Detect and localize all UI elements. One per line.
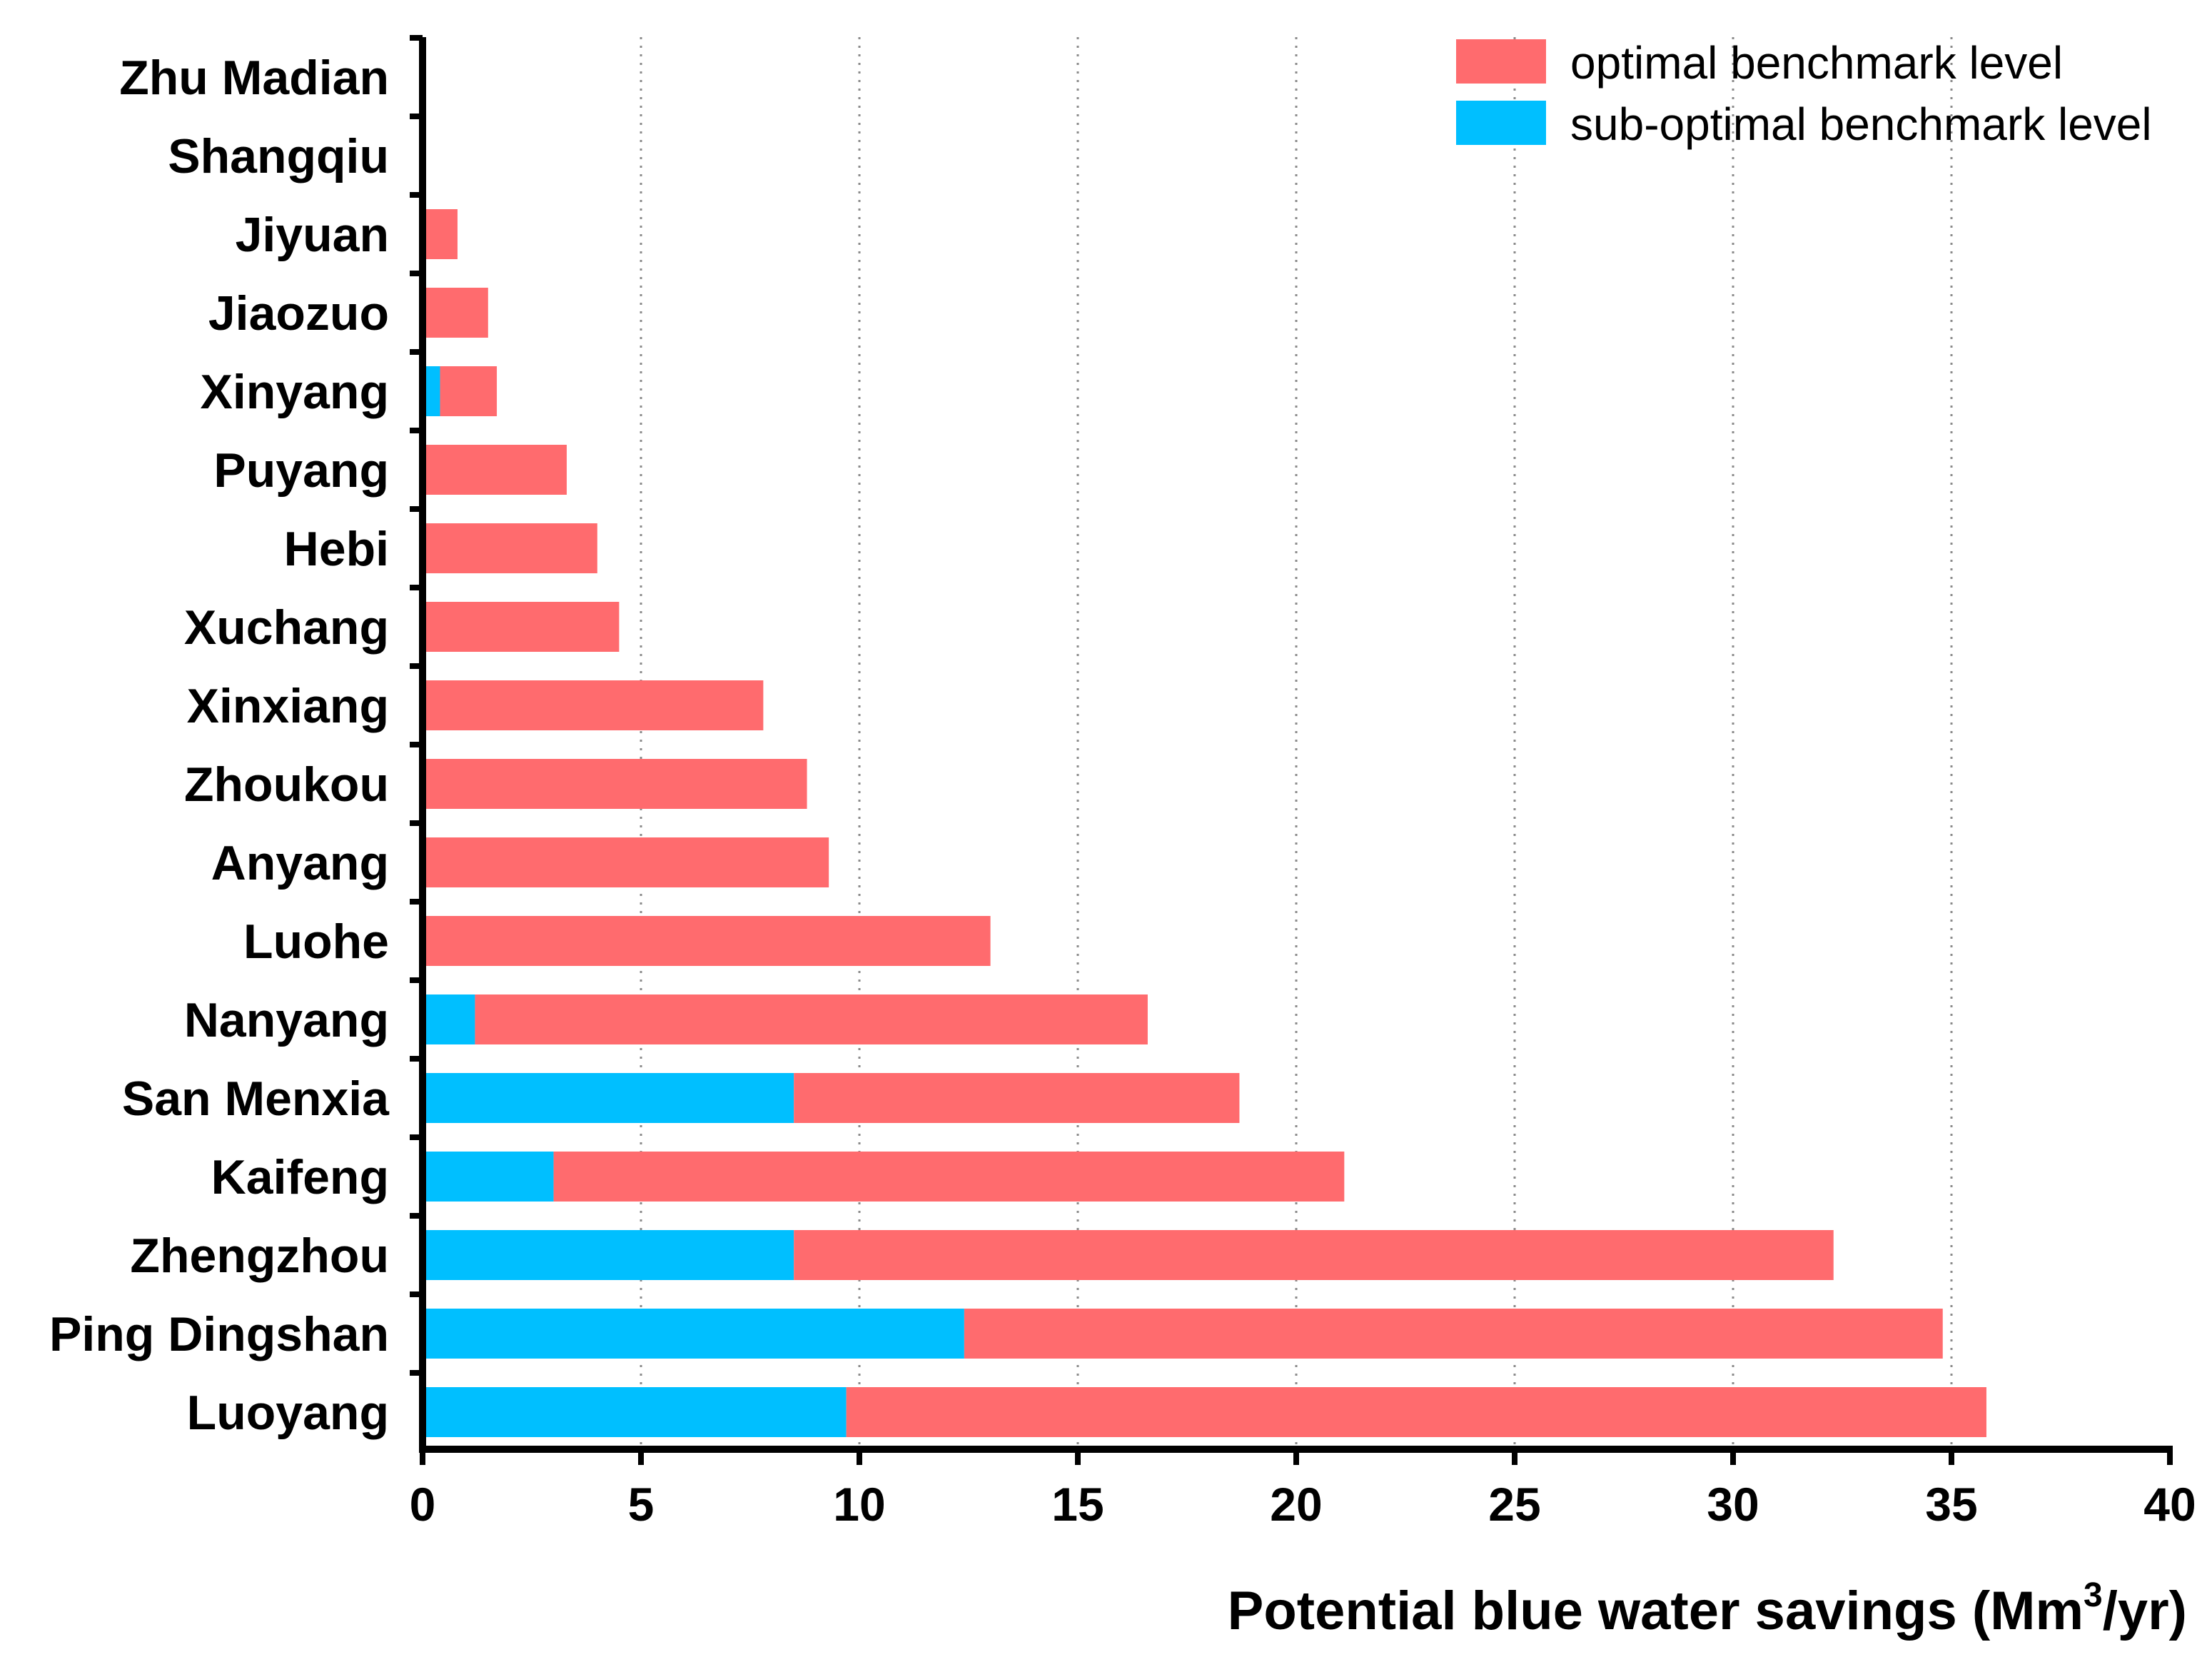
x-tick-label-10: 10 [833, 1478, 885, 1531]
x-axis-label: Potential blue water savings (Mm3/yr) [1228, 1576, 2187, 1641]
category-label-xinxiang: Xinxiang [187, 679, 389, 733]
bar-hebi-optimal [423, 523, 597, 573]
x-tick-label-20: 20 [1270, 1478, 1322, 1531]
category-label-jiyuan: Jiyuan [236, 208, 389, 262]
category-label-zhu-madian: Zhu Madian [119, 51, 389, 105]
category-label-shangqiu: Shangqiu [168, 129, 389, 183]
category-label-hebi: Hebi [284, 522, 389, 576]
bar-luoyang-suboptimal [423, 1387, 847, 1437]
bar-luohe-optimal [423, 916, 991, 966]
bar-xinyang-optimal [440, 366, 498, 416]
category-label-nanyang: Nanyang [184, 993, 389, 1047]
category-label-kaifeng: Kaifeng [211, 1150, 389, 1204]
x-tick-label-30: 30 [1707, 1478, 1759, 1531]
bar-zhengzhou-optimal [794, 1230, 1834, 1280]
category-label-zhoukou: Zhoukou [184, 757, 389, 812]
category-label-san-menxia: San Menxia [122, 1072, 390, 1126]
category-label-puyang: Puyang [213, 443, 389, 498]
category-label-zhengzhou: Zhengzhou [130, 1229, 389, 1283]
bar-ping-dingshan-optimal [964, 1309, 1943, 1359]
category-label-luohe: Luohe [243, 915, 389, 969]
category-label-xinyang: Xinyang [201, 365, 390, 419]
legend-label-suboptimal: sub-optimal benchmark level [1570, 99, 2152, 150]
bar-zhengzhou-suboptimal [423, 1230, 794, 1280]
legend-swatch-suboptimal [1456, 101, 1546, 145]
x-tick-label-25: 25 [1488, 1478, 1540, 1531]
bar-jiyuan-optimal [423, 209, 458, 259]
x-axis-label-suffix: /yr) [2103, 1581, 2187, 1641]
bar-luoyang-optimal [846, 1387, 1986, 1437]
x-tick-label-15: 15 [1051, 1478, 1104, 1531]
bars [423, 209, 1986, 1437]
x-tick-label-35: 35 [1925, 1478, 1977, 1531]
bar-anyang-optimal [423, 837, 829, 887]
bar-puyang-optimal [423, 445, 567, 495]
y-tick-marks [410, 35, 423, 1376]
bar-ping-dingshan-suboptimal [423, 1309, 964, 1359]
category-label-ping-dingshan: Ping Dingshan [49, 1307, 389, 1361]
legend: optimal benchmark level sub-optimal benc… [1456, 37, 2152, 150]
legend-swatch-optimal [1456, 39, 1546, 84]
category-label-xuchang: Xuchang [184, 600, 389, 655]
bar-san-menxia-suboptimal [423, 1073, 794, 1123]
bar-kaifeng-optimal [553, 1152, 1345, 1202]
legend-label-optimal: optimal benchmark level [1570, 37, 2063, 89]
x-tick-label-5: 5 [628, 1478, 655, 1531]
x-tick-labels: 0 5 10 15 20 25 30 35 40 [410, 1478, 2196, 1531]
bar-jiaozuo-optimal [423, 288, 488, 338]
bar-nanyang-optimal [475, 994, 1148, 1044]
x-axis-label-superscript: 3 [2084, 1576, 2103, 1614]
category-label-anyang: Anyang [211, 836, 389, 890]
category-label-luoyang: Luoyang [187, 1386, 389, 1440]
x-tick-marks [420, 1449, 2173, 1465]
bar-san-menxia-optimal [794, 1073, 1240, 1123]
bar-xinxiang-optimal [423, 680, 764, 730]
x-tick-label-0: 0 [410, 1478, 436, 1531]
x-axis-label-prefix: Potential blue water savings (Mm [1228, 1581, 2084, 1641]
bar-nanyang-suboptimal [423, 994, 475, 1044]
category-label-jiaozuo: Jiaozuo [208, 286, 389, 341]
bar-zhoukou-optimal [423, 759, 807, 809]
bar-kaifeng-suboptimal [423, 1152, 554, 1202]
category-labels: Luoyang Ping Dingshan Zhengzhou Kaifeng San … [49, 51, 390, 1440]
bar-xuchang-optimal [423, 602, 620, 652]
x-tick-label-40: 40 [2143, 1478, 2196, 1531]
